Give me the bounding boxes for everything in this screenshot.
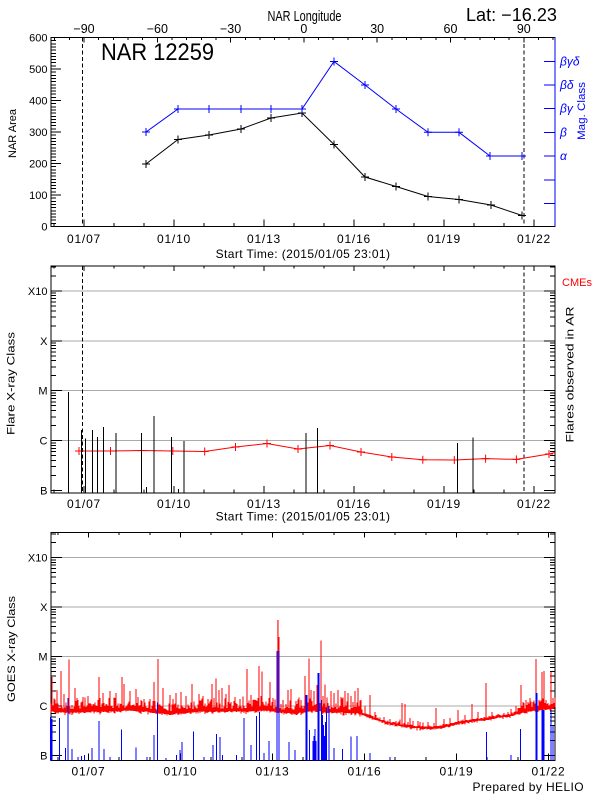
svg-text:01/16: 01/16	[337, 497, 371, 511]
svg-text:NAR Longitude: NAR Longitude	[268, 8, 342, 25]
svg-text:α: α	[560, 149, 568, 163]
svg-text:01/19: 01/19	[427, 232, 461, 246]
svg-text:90: 90	[517, 22, 531, 36]
svg-text:01/22: 01/22	[517, 232, 551, 246]
svg-text:βγ: βγ	[559, 102, 574, 116]
svg-text:C: C	[40, 436, 48, 448]
svg-text:βδ: βδ	[559, 78, 574, 92]
svg-text:0: 0	[300, 22, 307, 36]
svg-text:01/13: 01/13	[247, 232, 281, 246]
svg-text:Prepared by HELIO: Prepared by HELIO	[472, 780, 584, 794]
svg-text:01/22: 01/22	[517, 497, 551, 511]
svg-text:400: 400	[29, 96, 47, 108]
svg-text:CMEs: CMEs	[562, 277, 592, 289]
svg-text:01/16: 01/16	[347, 765, 381, 779]
svg-text:GOES X-ray Class: GOES X-ray Class	[6, 595, 18, 702]
svg-text:NAR Area: NAR Area	[7, 108, 19, 158]
svg-text:01/13: 01/13	[247, 497, 281, 511]
svg-text:Lat: −16.23: Lat: −16.23	[466, 5, 557, 25]
svg-text:30: 30	[370, 22, 384, 36]
svg-text:β: β	[559, 125, 567, 139]
svg-text:200: 200	[29, 159, 47, 171]
svg-text:01/10: 01/10	[163, 765, 197, 779]
svg-text:01/10: 01/10	[157, 497, 191, 511]
svg-text:01/19: 01/19	[439, 765, 473, 779]
svg-text:−60: −60	[147, 22, 168, 36]
svg-text:01/07: 01/07	[67, 232, 101, 246]
svg-text:01/16: 01/16	[337, 232, 371, 246]
svg-text:01/10: 01/10	[157, 232, 191, 246]
svg-text:B: B	[40, 486, 47, 498]
svg-text:B: B	[40, 751, 47, 763]
svg-text:C: C	[40, 701, 48, 713]
svg-text:X: X	[40, 336, 48, 348]
svg-text:X10: X10	[28, 553, 48, 565]
svg-text:0: 0	[41, 222, 47, 234]
svg-text:01/07: 01/07	[71, 765, 105, 779]
svg-text:−90: −90	[73, 22, 94, 36]
svg-text:01/07: 01/07	[67, 497, 101, 511]
svg-text:01/13: 01/13	[255, 765, 289, 779]
svg-text:Flare X-ray Class: Flare X-ray Class	[6, 331, 18, 435]
svg-text:NAR 12259: NAR 12259	[101, 39, 214, 66]
svg-text:100: 100	[29, 190, 47, 202]
svg-text:−30: −30	[220, 22, 241, 36]
svg-text:Mag. Class: Mag. Class	[576, 81, 588, 140]
svg-text:500: 500	[29, 64, 47, 76]
svg-text:βγδ: βγδ	[559, 54, 580, 68]
svg-text:600: 600	[29, 33, 47, 45]
svg-text:X: X	[40, 602, 48, 614]
svg-text:Start Time: (2015/01/05 23:01): Start Time: (2015/01/05 23:01)	[216, 247, 391, 261]
svg-text:X10: X10	[28, 286, 48, 298]
svg-text:Start Time: (2015/01/05 23:01): Start Time: (2015/01/05 23:01)	[216, 510, 391, 524]
svg-text:01/19: 01/19	[427, 497, 461, 511]
svg-text:60: 60	[444, 22, 458, 36]
svg-text:300: 300	[29, 127, 47, 139]
svg-text:01/22: 01/22	[531, 765, 565, 779]
svg-text:M: M	[38, 652, 47, 664]
svg-text:M: M	[38, 386, 47, 398]
svg-text:Flares observed in AR: Flares observed in AR	[565, 306, 577, 442]
